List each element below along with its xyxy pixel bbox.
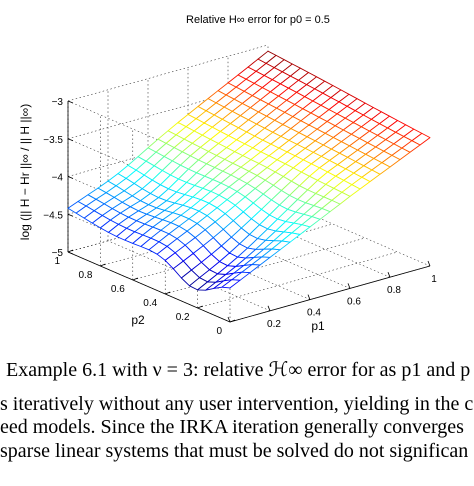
- gridline: [197, 251, 398, 309]
- tick-labels: −3 −3.5 −4 −4.5 −5 0.2 0.4 0.6 0.8 1 0 0.2 0.4 0.6 0.8…: [43, 97, 437, 337]
- tick: [307, 294, 311, 300]
- tick: [267, 305, 271, 311]
- z-tick-label: −5: [52, 248, 64, 259]
- y-tick-label: 0.8: [78, 270, 92, 281]
- tick: [67, 251, 74, 255]
- tick: [67, 213, 74, 217]
- y-tick-label: 0.2: [176, 312, 190, 323]
- chart-title: Relative H∞ error for p0 = 0.5: [186, 14, 330, 26]
- tick: [67, 249, 74, 253]
- x-tick-label: 0.4: [307, 308, 321, 319]
- y-tick-label: 0.6: [111, 284, 125, 295]
- surface-plot: −3 −3.5 −4 −4.5 −5 0.2 0.4 0.6 0.8 1 0 0.2 0.4 0.6 0.8…: [18, 14, 437, 337]
- gridline: [67, 44, 269, 102]
- tick: [67, 100, 74, 104]
- gridline: [267, 195, 431, 267]
- y-tick-label: 1: [54, 256, 60, 267]
- x-tick-label: 0.2: [267, 319, 281, 330]
- y-axis-label: p2: [131, 313, 145, 327]
- z-axis-label: log (|| H − Hr ||∞ / || H ||∞): [18, 104, 32, 240]
- x-tick-label: 0.8: [387, 285, 401, 296]
- z-tick-label: −3: [52, 97, 64, 108]
- tick: [67, 138, 74, 142]
- tick: [427, 260, 431, 267]
- tick: [165, 291, 171, 295]
- z-tick-label: −4: [52, 173, 64, 184]
- figure-caption: Example 6.1 with ν = 3: relative ℋ∞ erro…: [6, 359, 471, 381]
- tick: [132, 277, 138, 281]
- body-text-line: sparse linear systems that must be solve…: [0, 440, 469, 462]
- gridline: [67, 100, 231, 172]
- body-text-line: s iteratively without any user intervent…: [0, 393, 474, 415]
- tick: [197, 305, 203, 309]
- tick: [387, 272, 391, 278]
- gridline: [67, 251, 231, 323]
- x-axis-label: p1: [311, 319, 325, 333]
- x-tick-label: 0.6: [347, 296, 361, 307]
- tick: [347, 283, 351, 289]
- gridline: [229, 265, 431, 323]
- tick: [227, 316, 231, 323]
- tick: [229, 319, 236, 323]
- surface-mesh: [67, 50, 431, 291]
- tick: [67, 176, 74, 179]
- z-tick-label: −4.5: [43, 210, 63, 221]
- y-tick-label: 0: [216, 326, 222, 337]
- surface-cell: [221, 279, 241, 289]
- gridline: [165, 237, 366, 295]
- x-tick-label: 1: [431, 274, 437, 285]
- tick-marks: [67, 100, 431, 323]
- body-text-line: eed models. Since the IRKA iteration gen…: [0, 416, 464, 438]
- z-tick-label: −3.5: [43, 135, 63, 146]
- y-tick-label: 0.4: [143, 298, 157, 309]
- gridline: [227, 206, 391, 278]
- tick: [100, 263, 106, 267]
